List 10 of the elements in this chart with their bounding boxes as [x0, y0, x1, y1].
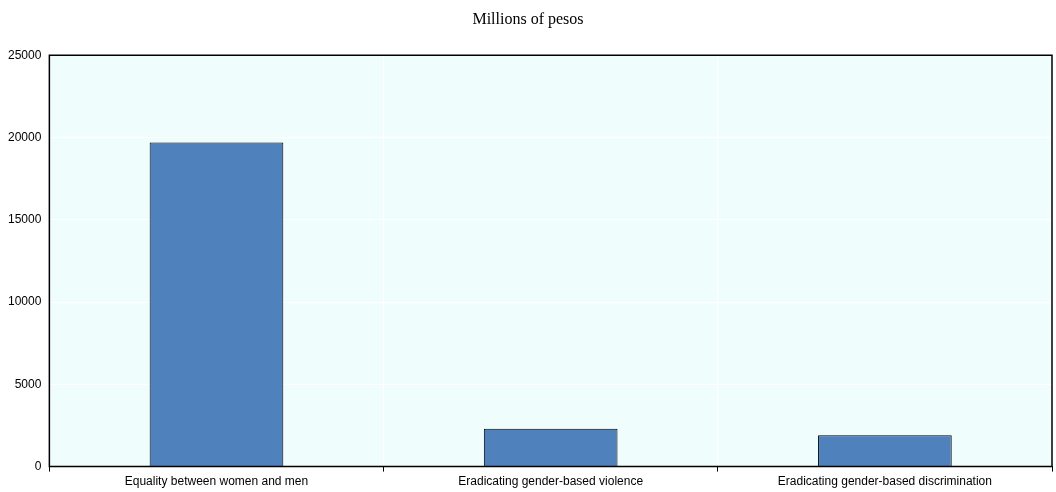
- y-tick-label: 25000: [7, 47, 42, 62]
- x-tick-label: Eradicating gender-based violence: [458, 474, 644, 489]
- y-tick-label: 10000: [7, 294, 42, 309]
- x-tick-label: Equality between women and men: [124, 474, 309, 489]
- y-tick-label: 15000: [7, 212, 42, 227]
- x-tick-label: Eradicating gender-based discrimination: [777, 474, 992, 489]
- chart-title: Millions of pesos: [471, 10, 585, 28]
- y-tick-label: 0: [34, 458, 42, 473]
- y-tick-label: 20000: [7, 129, 42, 144]
- y-tick-label: 5000: [14, 376, 42, 391]
